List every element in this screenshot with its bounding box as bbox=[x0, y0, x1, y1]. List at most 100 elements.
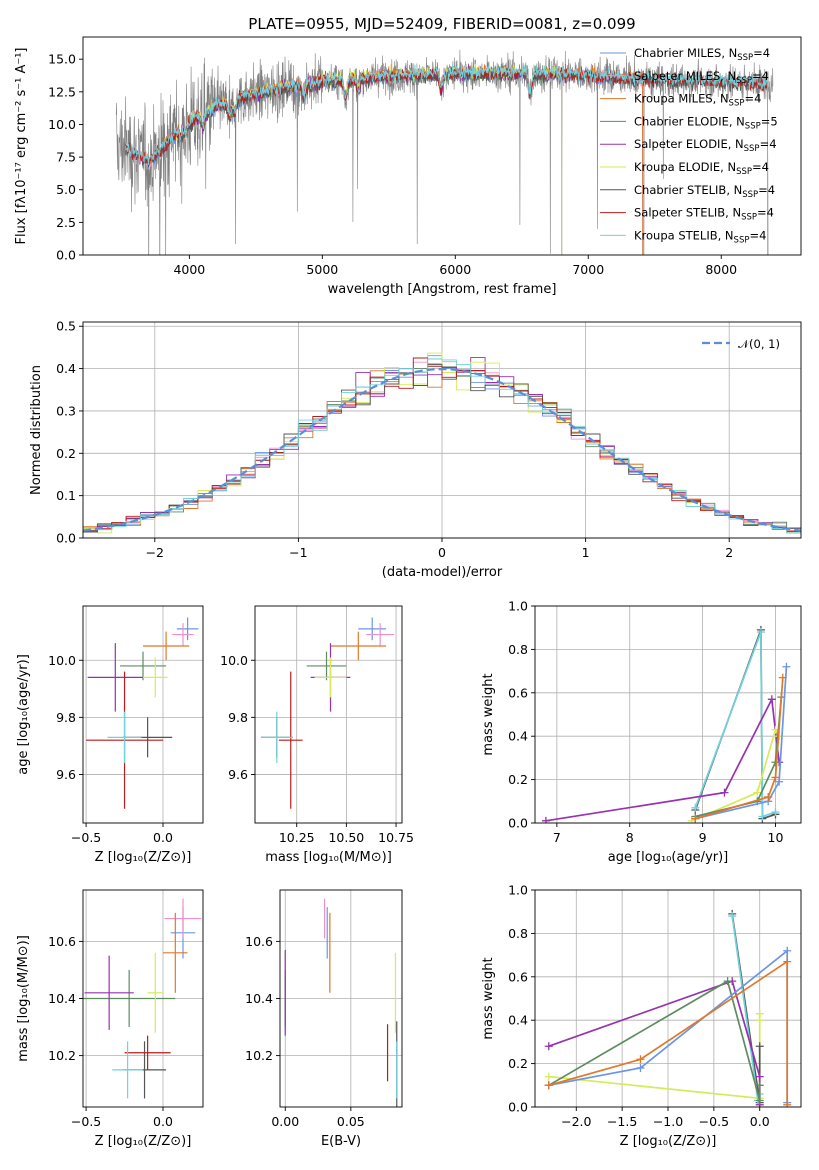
errorbar-point bbox=[260, 711, 293, 764]
series-marker bbox=[771, 808, 780, 817]
x-tick-label: −1.5 bbox=[607, 1114, 637, 1129]
plot-area bbox=[83, 898, 202, 1099]
y-tick-label: 0.0 bbox=[56, 531, 76, 546]
axes-frame bbox=[254, 605, 403, 824]
series-marker bbox=[720, 788, 729, 797]
axes: 0.00 0.05 10.2 10.4 10.6 E(B-V) bbox=[245, 889, 403, 1149]
y-tick-label: 0.2 bbox=[508, 772, 528, 787]
weight-vs-age-panel: 7 8 9 10 0.0 0.2 0.4 0.6 0.8 1.0 age [log₁₀(age/yr… bbox=[481, 599, 802, 865]
x-tick-label: 0 bbox=[438, 545, 446, 560]
series-marker bbox=[783, 946, 792, 955]
axes-frame bbox=[82, 605, 204, 824]
y-tick-label: 7.5 bbox=[56, 150, 76, 165]
series-marker bbox=[723, 977, 732, 986]
series-marker bbox=[782, 662, 791, 671]
series-marker bbox=[636, 1063, 645, 1072]
gridlines bbox=[255, 606, 402, 823]
y-tick-label: 0.8 bbox=[508, 642, 528, 657]
errorbar-point bbox=[84, 955, 134, 1030]
series-marker bbox=[755, 1042, 764, 1051]
spectrum-legend: Chabrier MILES, NSSP=4 Salpeter MILES, NS… bbox=[600, 46, 778, 245]
axes: −2.0 −1.5 −1.0 −0.5 0.0 0.0 0.2 0.4 0.6 0.8 1.0 Z [… bbox=[481, 883, 802, 1149]
axes: −2 −1 0 1 2 0.0 0.1 0.2 0.3 0.4 0.5 (data-model)/er… bbox=[29, 319, 802, 580]
series-marker bbox=[755, 1096, 764, 1105]
legend-label: Salpeter STELIB, NSSP=4 bbox=[634, 206, 774, 223]
y-tick-label: 0.2 bbox=[56, 446, 76, 461]
plot-area bbox=[260, 617, 395, 809]
series-marker bbox=[767, 695, 776, 704]
legend-label: Chabrier STELIB, NSSP=4 bbox=[634, 183, 775, 200]
series-marker bbox=[771, 758, 780, 767]
errorbar-point bbox=[172, 623, 194, 646]
errorbar-point bbox=[306, 651, 347, 681]
spectrum-panel: 4000 5000 6000 7000 8000 0.0 2.5 5.0 7.5 10.0 12.5… bbox=[14, 36, 802, 297]
y-tick-label: 0.8 bbox=[508, 926, 528, 941]
x-axis-label: Z [log₁₀(Z/Z⊙)] bbox=[95, 1134, 192, 1149]
errorbar-point bbox=[164, 898, 202, 939]
y-tick-label: 0.2 bbox=[508, 1056, 528, 1071]
errorbar-point bbox=[143, 657, 168, 698]
figure-title: PLATE=0955, MJD=52409, FIBERID=0081, z=0… bbox=[248, 15, 635, 33]
age-vs-mass-panel: 10.25 10.50 10.75 9.6 9.8 10.0 mass [log₁₀(M/M… bbox=[220, 605, 414, 865]
y-tick-label: 10.0 bbox=[48, 117, 76, 132]
y-tick-label: 10.0 bbox=[48, 653, 76, 668]
x-tick-label: 0.05 bbox=[337, 1114, 365, 1129]
series-marker bbox=[753, 788, 762, 797]
y-axis-label: mass [log₁₀(M/M⊙)] bbox=[16, 935, 31, 1062]
x-tick-label: 4000 bbox=[173, 262, 205, 277]
plot-area bbox=[541, 625, 791, 823]
series-marker bbox=[691, 803, 700, 812]
model-kroupa-stelib bbox=[125, 64, 769, 255]
mass-vs-Z-panel: −0.5 0.0 10.2 10.4 10.6 Z [log₁₀(Z/Z⊙)] mass [… bbox=[16, 889, 204, 1149]
errorbar-point bbox=[278, 671, 303, 809]
series-marker bbox=[755, 1072, 764, 1081]
x-tick-label: 0.0 bbox=[153, 1114, 173, 1129]
x-tick-label: 0.0 bbox=[153, 830, 173, 845]
y-tick-label: 0.0 bbox=[508, 816, 528, 831]
plot-area bbox=[83, 352, 801, 534]
plot-area bbox=[544, 909, 792, 1107]
y-tick-label: 10.0 bbox=[220, 653, 248, 668]
legend-label: Salpeter MILES, NSSP=4 bbox=[634, 69, 769, 86]
y-tick-label: 0.0 bbox=[56, 248, 76, 263]
errorbar-point bbox=[147, 952, 163, 1033]
axes: 4000 5000 6000 7000 8000 0.0 2.5 5.0 7.5 10.0 12.5… bbox=[14, 36, 802, 297]
series-line bbox=[694, 631, 776, 818]
errorbar-point bbox=[87, 643, 143, 712]
x-tick-label: 1 bbox=[582, 545, 590, 560]
series-marker bbox=[755, 1016, 764, 1025]
y-tick-label: 9.8 bbox=[56, 710, 76, 725]
errorbar-point bbox=[112, 1041, 143, 1099]
axes: −0.5 0.0 10.2 10.4 10.6 Z [log₁₀(Z/Z⊙)] mass [… bbox=[16, 889, 204, 1149]
series-marker bbox=[775, 777, 784, 786]
x-tick-label: −0.5 bbox=[71, 830, 101, 845]
series-line bbox=[548, 979, 761, 1101]
x-axis-label: Z [log₁₀(Z/Z⊙)] bbox=[95, 850, 192, 865]
y-tick-label: 1.0 bbox=[508, 599, 528, 614]
legend-label: Salpeter ELODIE, NSSP=4 bbox=[634, 137, 777, 154]
y-axis-label: age [log₁₀(age/yr)] bbox=[16, 654, 31, 775]
axes-frame bbox=[534, 605, 802, 824]
series-marker bbox=[691, 814, 700, 823]
series-marker bbox=[783, 957, 792, 966]
y-axis-label: mass weight bbox=[481, 957, 496, 1039]
y-tick-label: 9.8 bbox=[228, 710, 248, 725]
y-tick-label: 0.4 bbox=[508, 1013, 528, 1028]
errorbar-point bbox=[83, 969, 176, 1028]
series-marker bbox=[755, 1081, 764, 1090]
y-tick-label: 0.6 bbox=[508, 969, 528, 984]
x-tick-label: −1 bbox=[289, 545, 307, 560]
series-marker bbox=[636, 1055, 645, 1064]
series-line bbox=[695, 677, 784, 820]
series-marker bbox=[544, 1081, 553, 1090]
series-marker bbox=[783, 1100, 792, 1107]
x-tick-label: 0.00 bbox=[271, 1114, 299, 1129]
series-marker bbox=[764, 792, 773, 801]
y-tick-label: 10.6 bbox=[245, 934, 273, 949]
age-vs-Z-panel: −0.5 0.0 9.6 9.8 10.0 Z [log₁₀(Z/Z⊙)] age [log… bbox=[16, 605, 204, 865]
x-tick-label: 2 bbox=[725, 545, 733, 560]
x-tick-label: 10.50 bbox=[328, 830, 364, 845]
mass-vs-EBV-panel: 0.00 0.05 10.2 10.4 10.6 E(B-V) bbox=[245, 889, 403, 1149]
axes: 7 8 9 10 0.0 0.2 0.4 0.6 0.8 1.0 age [log₁₀(age/yr… bbox=[481, 599, 802, 865]
